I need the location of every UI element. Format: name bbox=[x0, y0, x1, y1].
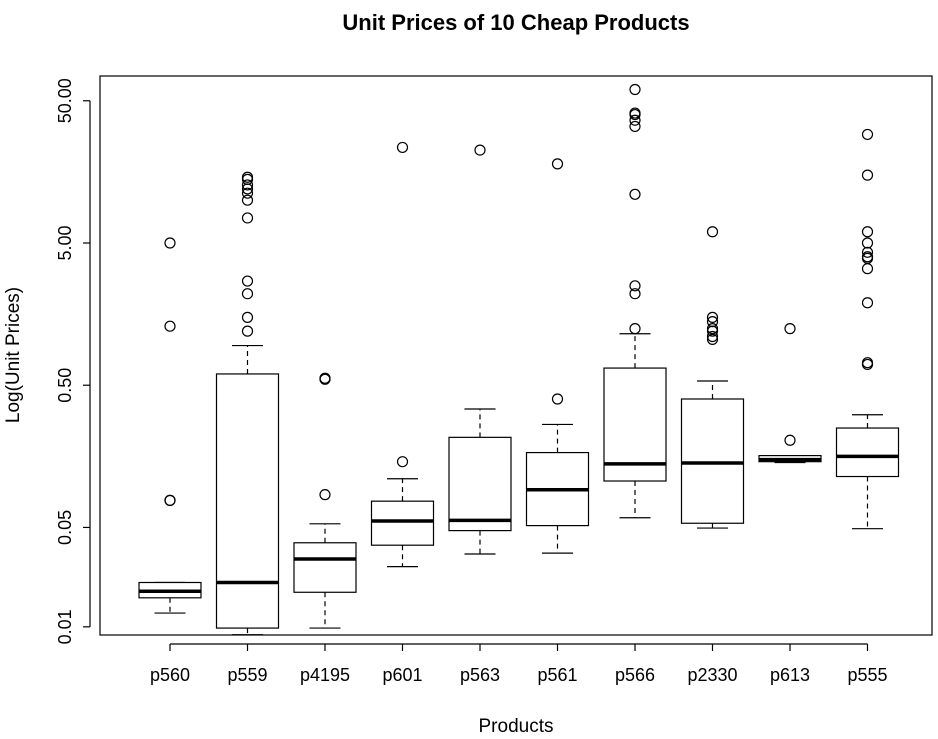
outlier-point bbox=[706, 323, 719, 335]
outlier-point bbox=[241, 187, 254, 199]
box-p4195 bbox=[293, 372, 357, 629]
outlier-point bbox=[629, 288, 641, 300]
box-p2330 bbox=[680, 226, 745, 529]
outlier-point bbox=[706, 311, 719, 323]
outlier-point bbox=[629, 280, 641, 292]
outlier-point bbox=[861, 226, 874, 238]
outlier-point bbox=[164, 494, 176, 506]
outlier-point bbox=[706, 226, 719, 238]
outlier-point bbox=[319, 372, 331, 384]
outlier-point bbox=[861, 128, 874, 141]
box-p566 bbox=[603, 83, 667, 519]
box-p563 bbox=[448, 144, 512, 555]
outlier-point bbox=[551, 393, 564, 405]
x-tick-label: p613 bbox=[770, 665, 810, 685]
outlier-point bbox=[241, 179, 254, 191]
outlier-point bbox=[241, 212, 254, 224]
outlier-point bbox=[629, 120, 641, 133]
x-tick-label: p601 bbox=[382, 665, 422, 685]
y-tick-label: 0.01 bbox=[55, 609, 75, 644]
box-iqr bbox=[215, 373, 280, 629]
outlier-point bbox=[861, 237, 874, 249]
x-tick-label: p555 bbox=[847, 665, 887, 685]
outlier-point bbox=[706, 330, 719, 343]
box-iqr bbox=[448, 436, 512, 532]
outlier-point bbox=[474, 144, 486, 156]
outlier-point bbox=[396, 141, 409, 154]
box-iqr bbox=[370, 500, 435, 546]
x-tick-label: p559 bbox=[227, 665, 267, 685]
outlier-point bbox=[629, 114, 641, 126]
outlier-point bbox=[241, 325, 254, 337]
box-iqr bbox=[293, 542, 357, 593]
outlier-point bbox=[241, 288, 254, 300]
boxes-group bbox=[138, 83, 900, 636]
y-tick-label: 50.00 bbox=[55, 78, 75, 123]
outlier-point bbox=[241, 171, 254, 183]
box-p561 bbox=[525, 158, 590, 554]
outlier-point bbox=[164, 320, 176, 332]
x-tick-label: p4195 bbox=[300, 665, 350, 685]
y-axis-label: Log(Unit Prices) bbox=[3, 287, 24, 423]
outlier-point bbox=[396, 456, 409, 468]
outlier-point bbox=[861, 263, 874, 275]
outlier-point bbox=[861, 246, 874, 258]
box-p560 bbox=[138, 237, 202, 614]
outlier-point bbox=[629, 188, 641, 200]
x-tick-label: p563 bbox=[460, 665, 500, 685]
x-axis-label: Products bbox=[479, 716, 554, 737]
outlier-point bbox=[784, 434, 796, 446]
y-axis: 0.01 0.05 0.50 5.00 50.00 bbox=[55, 78, 91, 644]
y-tick-label: 0.50 bbox=[55, 368, 75, 403]
box-p559 bbox=[215, 171, 280, 636]
outlier-point bbox=[241, 194, 254, 206]
x-tick-label: p2330 bbox=[687, 665, 737, 685]
outlier-point bbox=[241, 311, 254, 323]
x-tick-label: p566 bbox=[615, 665, 655, 685]
x-axis: p560 p559 p4195 p601 p563 p561 p566 p2330 p613 p5… bbox=[150, 643, 888, 685]
outlier-point bbox=[164, 237, 176, 249]
outlier-point bbox=[629, 323, 641, 335]
outlier-point bbox=[861, 251, 874, 263]
outlier-point bbox=[784, 323, 796, 335]
box-p613 bbox=[758, 323, 822, 464]
x-tick-label: p560 bbox=[150, 665, 190, 685]
outlier-point bbox=[629, 83, 641, 96]
y-tick-label: 0.05 bbox=[55, 510, 75, 545]
outlier-point bbox=[706, 316, 719, 328]
outlier-point bbox=[629, 107, 641, 119]
box-iqr bbox=[835, 427, 900, 478]
chart-title: Unit Prices of 10 Cheap Products bbox=[342, 10, 689, 35]
box-p555 bbox=[835, 128, 900, 530]
outlier-point bbox=[551, 158, 564, 170]
box-p601 bbox=[370, 141, 435, 568]
box-iqr bbox=[680, 398, 745, 524]
outlier-point bbox=[861, 357, 874, 369]
plot-frame bbox=[99, 75, 933, 636]
outlier-point bbox=[241, 275, 254, 287]
y-tick-label: 5.00 bbox=[55, 225, 75, 260]
x-tick-label: p561 bbox=[537, 665, 577, 685]
outlier-point bbox=[861, 169, 874, 181]
outlier-point bbox=[319, 489, 331, 501]
outlier-point bbox=[861, 297, 874, 309]
outlier-point bbox=[706, 333, 719, 345]
